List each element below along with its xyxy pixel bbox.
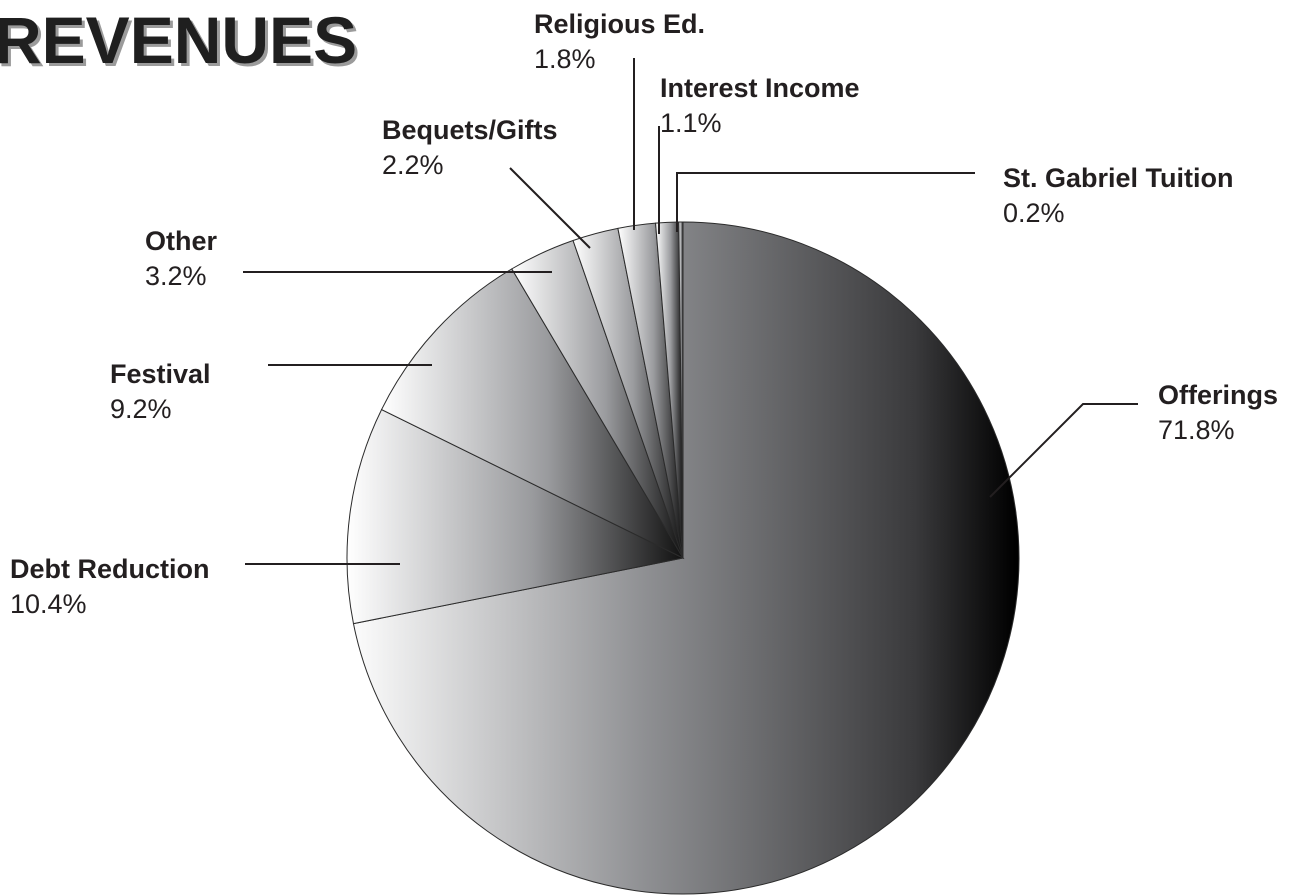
chart-title: REVENUES xyxy=(0,3,357,77)
label-leader-lines xyxy=(243,58,1138,565)
slice-value-interest-income: 1.1% xyxy=(660,108,722,138)
slice-value-bequets-gifts: 2.2% xyxy=(382,150,444,180)
slice-labels: Offerings 71.8% Debt Reduction 10.4% Festiva… xyxy=(10,9,1278,619)
slice-value-st-gabriel-tuition: 0.2% xyxy=(1003,198,1065,228)
slice-value-offerings: 71.8% xyxy=(1158,415,1235,445)
leader-line-offerings xyxy=(989,403,1138,498)
slice-label-religious-ed: Religious Ed. xyxy=(534,9,705,39)
leader-line-bequets-gifts xyxy=(509,167,591,249)
slice-label-st-gabriel-tuition: St. Gabriel Tuition xyxy=(1003,163,1234,193)
slice-value-other: 3.2% xyxy=(145,261,207,291)
slice-label-interest-income: Interest Income xyxy=(660,73,860,103)
slice-label-other: Other xyxy=(145,226,218,256)
pie-slice-festival xyxy=(380,268,685,560)
slice-label-festival: Festival xyxy=(110,359,211,389)
slice-value-debt-reduction: 10.4% xyxy=(10,589,87,619)
slice-value-religious-ed: 1.8% xyxy=(534,44,596,74)
slice-label-offerings: Offerings xyxy=(1158,380,1278,410)
pie-slice-st-gabriel-tuition xyxy=(678,221,684,559)
pie-slices xyxy=(346,221,1020,895)
leader-line-st-gabriel-tuition xyxy=(676,172,975,232)
slice-value-festival: 9.2% xyxy=(110,394,172,424)
chart-title-shadow: REVENUES xyxy=(0,6,360,80)
pie-slice-debt-reduction xyxy=(346,408,685,625)
slice-label-bequets-gifts: Bequets/Gifts xyxy=(382,115,558,145)
pie-slice-offerings xyxy=(352,221,1020,895)
slice-label-debt-reduction: Debt Reduction xyxy=(10,554,210,584)
